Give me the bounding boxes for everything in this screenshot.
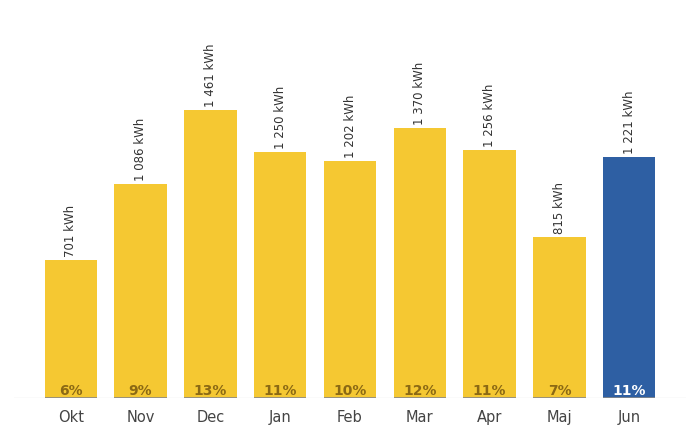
Text: 1 461 kWh: 1 461 kWh xyxy=(204,43,217,107)
Text: 1 086 kWh: 1 086 kWh xyxy=(134,118,147,181)
Text: 12%: 12% xyxy=(403,384,437,398)
Text: 1 202 kWh: 1 202 kWh xyxy=(344,95,356,158)
Bar xyxy=(324,161,376,398)
Bar xyxy=(184,110,237,398)
Text: 1 221 kWh: 1 221 kWh xyxy=(623,91,636,154)
Bar xyxy=(393,128,446,398)
Text: 10%: 10% xyxy=(333,384,367,398)
Bar xyxy=(114,184,167,398)
Text: 13%: 13% xyxy=(194,384,227,398)
Text: 1 370 kWh: 1 370 kWh xyxy=(413,62,426,125)
Text: 9%: 9% xyxy=(129,384,153,398)
Text: 6%: 6% xyxy=(59,384,83,398)
Text: 815 kWh: 815 kWh xyxy=(553,182,566,234)
Bar xyxy=(45,260,97,398)
Text: 11%: 11% xyxy=(612,384,646,398)
Text: 1 256 kWh: 1 256 kWh xyxy=(483,84,496,147)
Text: 11%: 11% xyxy=(473,384,506,398)
Bar xyxy=(603,157,655,398)
Text: 7%: 7% xyxy=(547,384,571,398)
Text: 11%: 11% xyxy=(263,384,297,398)
Text: 701 kWh: 701 kWh xyxy=(64,205,77,257)
Bar xyxy=(254,152,307,398)
Bar xyxy=(533,237,586,398)
Text: 1 250 kWh: 1 250 kWh xyxy=(274,85,287,149)
Bar xyxy=(463,150,516,398)
